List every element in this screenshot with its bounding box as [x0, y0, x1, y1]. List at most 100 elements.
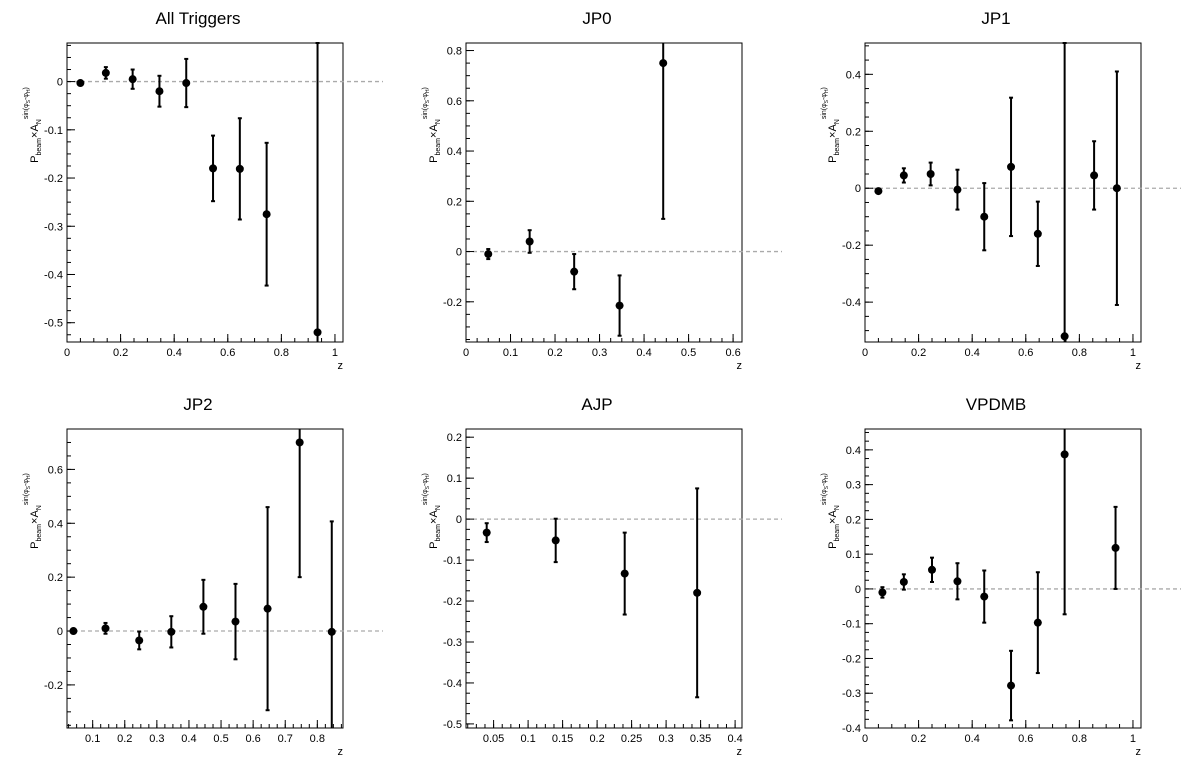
y-tick-label: -0.1	[44, 125, 63, 137]
data-point	[101, 68, 110, 77]
x-axis-label: z	[1136, 746, 1142, 758]
x-tick-label: 0.2	[117, 733, 132, 745]
data-point	[199, 602, 208, 611]
x-tick-label: 1	[332, 347, 338, 359]
y-tick-label: 0.4	[447, 146, 462, 158]
plot-frame	[66, 42, 344, 343]
chart-title: All Triggers	[155, 9, 240, 28]
data-point	[1060, 450, 1069, 459]
chart-title: AJP	[581, 395, 612, 414]
chart-panel-all-triggers: All Triggers 0 0.2 0.4 0.6 0.8 1 -0.5 -0.4 -0.3 -0…	[0, 0, 398, 386]
data-point	[615, 301, 624, 310]
plot-frame	[66, 428, 344, 729]
x-tick-label: 0.1	[85, 733, 100, 745]
data-point	[69, 627, 78, 636]
x-axis-label: z	[338, 360, 344, 372]
chart-title: VPDMB	[966, 395, 1026, 414]
y-tick-label: 0.2	[447, 196, 462, 208]
data-point	[313, 328, 322, 337]
chart-panel-vpdmb: VPDMB 0 0.2 0.4 0.6 0.8 1 -0.4 -0.3 -0.2 -0.1 0 0.1 0…	[798, 386, 1196, 772]
data-point	[101, 624, 110, 633]
data-point	[1007, 162, 1016, 171]
data-point	[484, 250, 493, 259]
data-point	[135, 636, 144, 645]
data-point	[551, 536, 560, 545]
data-point	[295, 438, 304, 447]
x-tick-label: 0.1	[520, 733, 535, 745]
x-tick-label: 0.8	[274, 347, 289, 359]
data-point	[262, 210, 271, 219]
data-point	[899, 577, 908, 586]
data-point	[167, 627, 176, 636]
x-tick-label: 0.2	[589, 733, 604, 745]
x-tick-label: 0.4	[636, 347, 651, 359]
x-tick-label: 0.6	[725, 347, 740, 359]
x-tick-label: 0.6	[1018, 733, 1033, 745]
y-tick-label: 0.2	[846, 126, 861, 138]
y-tick-label: -0.2	[44, 680, 63, 692]
x-tick-label: 0.3	[592, 347, 607, 359]
data-point	[182, 79, 191, 88]
y-axis-label: Pbeam×ANsin(φS-φH)	[422, 473, 442, 549]
x-tick-label: 0.4	[181, 733, 196, 745]
y-tick-label: 0.8	[447, 46, 462, 58]
x-tick-label: 0.7	[278, 733, 293, 745]
x-tick-label: 0.2	[911, 347, 926, 359]
y-tick-label: 0	[456, 514, 462, 526]
data-point	[76, 79, 85, 88]
y-tick-label: 0	[57, 626, 63, 638]
x-tick-label: 0.2	[547, 347, 562, 359]
x-tick-label: 0	[463, 347, 469, 359]
y-tick-label: -0.3	[842, 688, 861, 700]
x-axis-label: z	[338, 746, 344, 758]
x-tick-label: 0.05	[483, 733, 504, 745]
x-tick-label: 0.4	[965, 347, 980, 359]
y-tick-label: -0.3	[44, 221, 63, 233]
x-tick-label: 0.15	[552, 733, 573, 745]
chart-panel-jp0: JP0 0 0.1 0.2 0.3 0.4 0.5 0.6 -0.2 0 0.2 0.4 0.6 0.8 z…	[399, 0, 797, 386]
data-point	[980, 212, 989, 221]
y-axis-label: Pbeam×ANsin(φS-φH)	[422, 87, 442, 163]
plot-frame	[864, 42, 1142, 343]
data-point	[1033, 618, 1042, 627]
data-point	[926, 169, 935, 178]
x-tick-label: 0.2	[911, 733, 926, 745]
x-tick-label: 0.4	[167, 347, 182, 359]
y-tick-label: -0.3	[443, 637, 462, 649]
plot-frame	[465, 42, 743, 343]
y-tick-label: 0.2	[48, 572, 63, 584]
y-axis-label: Pbeam×ANsin(φS-φH)	[821, 87, 841, 163]
data-point	[209, 164, 218, 173]
chart-title: JP1	[981, 9, 1010, 28]
y-tick-label: 0.2	[846, 514, 861, 526]
plot-frame	[864, 428, 1142, 729]
x-tick-label: 0.8	[310, 733, 325, 745]
data-point	[927, 565, 936, 574]
data-point	[1007, 681, 1016, 690]
data-point	[128, 75, 137, 84]
x-tick-label: 0.1	[503, 347, 518, 359]
y-tick-label: -0.4	[842, 297, 861, 309]
data-point	[155, 87, 164, 96]
x-tick-label: 0.3	[658, 733, 673, 745]
y-tick-label: 0.1	[447, 473, 462, 485]
chart-svg: AJP 0.05 0.1 0.15 0.2 0.25 0.3 0.35 0.4 -0.5 -0.4 -…	[422, 395, 782, 758]
y-tick-label: 0	[456, 247, 462, 259]
x-tick-label: 0.6	[1018, 347, 1033, 359]
y-tick-label: -0.5	[443, 719, 462, 731]
x-tick-label: 0.6	[245, 733, 260, 745]
y-tick-label: 0	[57, 77, 63, 89]
y-tick-label: 0.4	[48, 518, 63, 530]
x-axis-label: z	[737, 360, 743, 372]
data-point	[1060, 332, 1069, 341]
y-tick-label: -0.2	[443, 297, 462, 309]
data-point	[525, 237, 534, 246]
data-point	[659, 59, 668, 68]
chart-svg: JP0 0 0.1 0.2 0.3 0.4 0.5 0.6 -0.2 0 0.2 0.4 0.6 0.8 z…	[422, 9, 782, 372]
chart-svg: VPDMB 0 0.2 0.4 0.6 0.8 1 -0.4 -0.3 -0.2 -0.1 0 0.1 0…	[821, 395, 1181, 758]
data-point	[1111, 543, 1120, 552]
x-tick-label: 0	[862, 347, 868, 359]
chart-svg: JP1 0 0.2 0.4 0.6 0.8 1 -0.4 -0.2 0 0.2 0.4 z Pbeam×A…	[821, 9, 1181, 372]
y-tick-label: -0.1	[842, 619, 861, 631]
